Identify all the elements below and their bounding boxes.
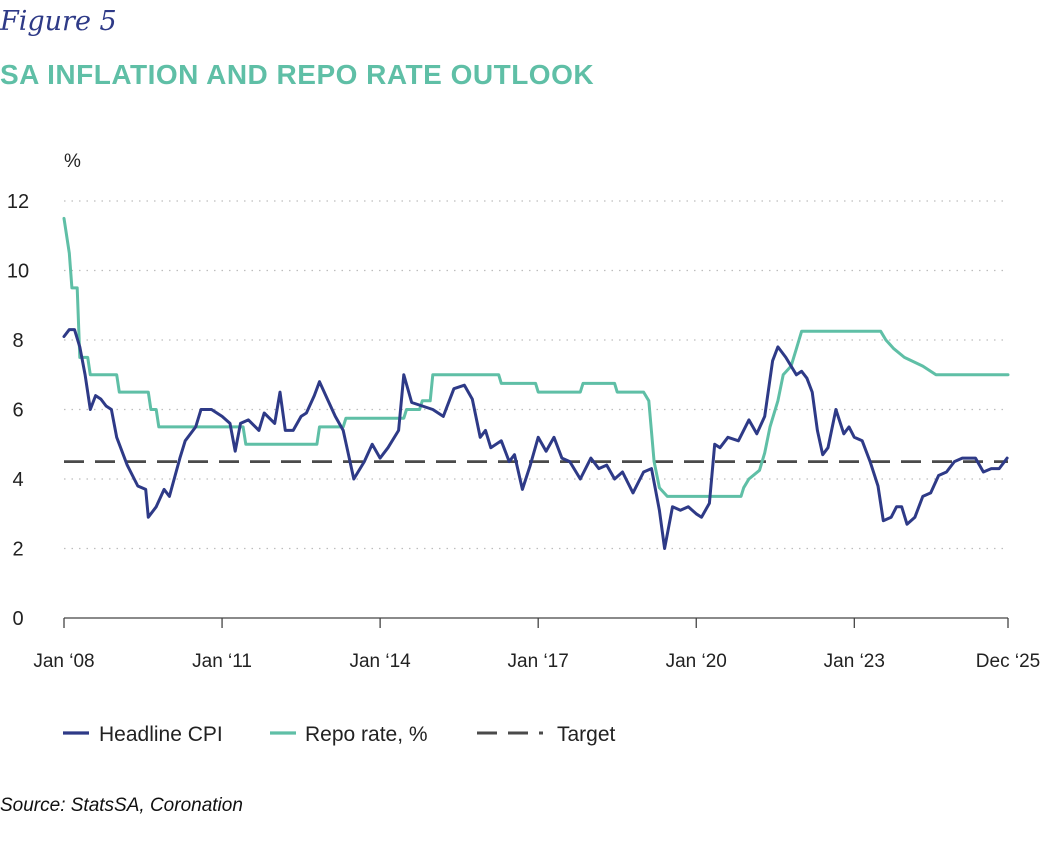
- y-tick-label-4: 4: [12, 469, 23, 491]
- x-tick-label-4: Jan ‘20: [666, 651, 727, 672]
- y-tick-label-10: 10: [7, 261, 29, 283]
- series-lines: [62, 216, 1010, 550]
- x-tick-label-2: Jan ‘14: [349, 651, 411, 672]
- series-line-repo: [62, 216, 1010, 498]
- y-axis-ticks: 0 2 4 6 8 10 12: [7, 191, 29, 630]
- y-axis-unit-label: %: [64, 151, 81, 172]
- y-tick-label-12: 12: [7, 191, 29, 213]
- legend-label-target: Target: [557, 723, 616, 746]
- x-tick-label-3: Jan ‘17: [508, 651, 569, 672]
- figure-label: Figure 5: [0, 6, 117, 37]
- legend-item-cpi: Headline CPI: [63, 723, 223, 746]
- x-tick-label-1: Jan ‘11: [192, 651, 252, 672]
- x-tick-label-5: Jan ‘23: [824, 651, 885, 672]
- legend-label-repo: Repo rate, %: [305, 723, 428, 746]
- y-tick-label-8: 8: [12, 330, 23, 352]
- series-line-cpi: [62, 328, 1009, 550]
- source-note: Source: StatsSA, Coronation: [0, 795, 243, 816]
- y-tick-label-6: 6: [12, 400, 23, 422]
- x-tick-label-0: Jan ‘08: [33, 651, 94, 672]
- legend-item-repo: Repo rate, %: [270, 723, 428, 746]
- y-tick-label-0: 0: [12, 608, 23, 630]
- x-tick-label-6: Dec ‘25: [976, 651, 1040, 672]
- y-tick-label-2: 2: [12, 539, 23, 561]
- chart-title: SA INFLATION AND REPO RATE OUTLOOK: [0, 59, 594, 90]
- legend: Headline CPI Repo rate, % Target: [63, 723, 616, 746]
- x-axis: Jan ‘08 Jan ‘11 Jan ‘14 Jan ‘17 Jan ‘20 Jan ‘…: [33, 617, 1040, 672]
- legend-label-cpi: Headline CPI: [99, 723, 223, 746]
- legend-item-target: Target: [477, 723, 616, 746]
- gridlines: [64, 200, 1008, 550]
